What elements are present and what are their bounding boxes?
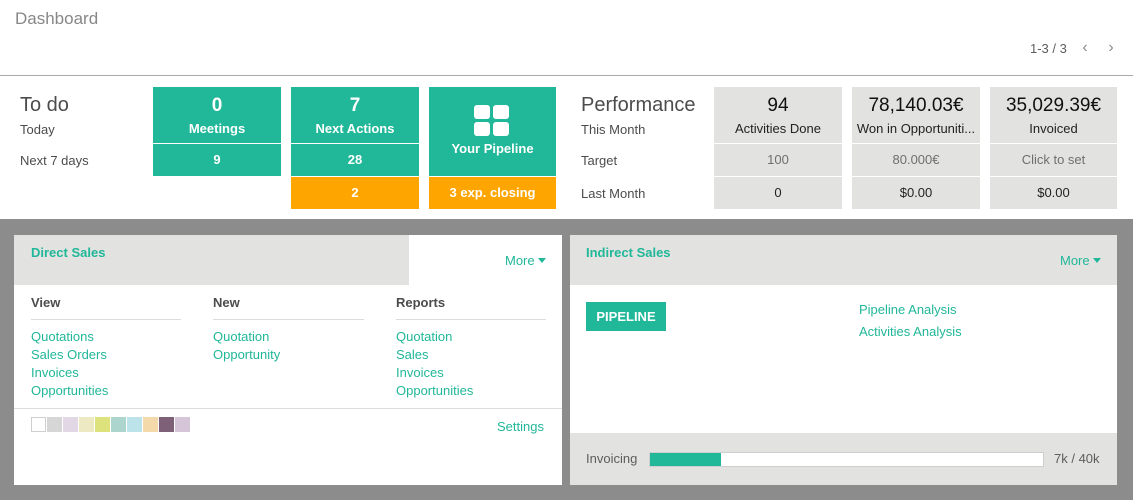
next-actions-next7-tile[interactable]: 28: [291, 144, 419, 176]
activities-last-month-value: 0: [774, 185, 782, 200]
new-column-header: New: [213, 295, 240, 310]
meetings-count: 0: [211, 95, 223, 116]
pager-next-button[interactable]: ›: [1104, 39, 1118, 57]
pager-value: 1-3 / 3: [1030, 41, 1067, 56]
direct-sales-title[interactable]: Direct Sales: [31, 245, 106, 260]
control-panel: Dashboard 1-3 / 3 ‹ ›: [0, 0, 1133, 76]
pipeline-closing-label: 3 exp. closing: [449, 185, 536, 200]
next-actions-count: 7: [349, 95, 361, 116]
color-swatch[interactable]: [143, 417, 158, 432]
activities-last-month-cell: 0: [714, 177, 842, 209]
page-title: Dashboard: [15, 9, 99, 28]
indirect-sales-title[interactable]: Indirect Sales: [586, 245, 671, 260]
activities-done-value: 94: [767, 95, 789, 116]
row-label-this-month: This Month: [581, 122, 646, 137]
next-actions-overdue-tile[interactable]: 2: [291, 177, 419, 209]
row-label-target: Target: [581, 153, 618, 168]
next-actions-overdue-count: 2: [351, 185, 359, 200]
your-pipeline-label: Your Pipeline: [451, 141, 534, 156]
invoicing-progress-fill: [650, 453, 721, 466]
invoiced-label: Invoiced: [1029, 121, 1078, 136]
color-swatch[interactable]: [111, 417, 126, 432]
invoiced-target-cell[interactable]: Click to set: [990, 144, 1117, 176]
new-link-opportunity[interactable]: Opportunity: [213, 347, 281, 362]
indirect-sales-header: [570, 235, 1117, 285]
pipeline-button[interactable]: PIPELINE: [586, 302, 666, 331]
next-actions-label: Next Actions: [315, 121, 395, 136]
divider: [14, 408, 562, 409]
next-actions-today-tile[interactable]: 7 Next Actions: [291, 87, 419, 143]
todo-title: To do: [20, 94, 69, 116]
reports-column-header: Reports: [396, 295, 446, 310]
invoicing-progress-value: 7k / 40k: [1054, 451, 1100, 466]
pipeline-analysis-link[interactable]: Pipeline Analysis: [859, 302, 957, 317]
reports-link-invoices[interactable]: Invoices: [396, 365, 444, 380]
activities-analysis-link[interactable]: Activities Analysis: [859, 324, 962, 339]
won-opportunities-label: Won in Opportuniti...: [856, 121, 976, 136]
color-swatch[interactable]: [31, 417, 46, 432]
won-opportunities-value: 78,140.03€: [868, 95, 964, 116]
activities-target-value: 100: [767, 152, 789, 167]
pipeline-closing-tile[interactable]: 3 exp. closing: [429, 177, 556, 209]
meetings-today-tile[interactable]: 0 Meetings: [153, 87, 281, 143]
invoiced-target-value: Click to set: [1021, 152, 1086, 167]
won-target-cell[interactable]: 80.000€: [852, 144, 980, 176]
reports-link-opportunities[interactable]: Opportunities: [396, 383, 474, 398]
invoicing-progress-bar[interactable]: [649, 452, 1044, 467]
view-link-opportunities[interactable]: Opportunities: [31, 383, 109, 398]
meetings-label: Meetings: [188, 121, 246, 136]
color-swatch[interactable]: [79, 417, 94, 432]
color-swatch[interactable]: [175, 417, 190, 432]
meetings-next7-count: 9: [213, 152, 221, 167]
view-link-sales-orders[interactable]: Sales Orders: [31, 347, 107, 362]
won-opportunities-tile[interactable]: 78,140.03€ Won in Opportuniti...: [852, 87, 980, 143]
divider: [213, 319, 364, 320]
color-swatch[interactable]: [159, 417, 174, 432]
invoiced-last-month-value: $0.00: [1037, 185, 1070, 200]
chevron-left-icon: ‹: [1082, 39, 1088, 56]
won-last-month-value: $0.00: [899, 185, 933, 200]
color-swatch[interactable]: [95, 417, 110, 432]
divider: [396, 319, 546, 320]
invoicing-label: Invoicing: [586, 451, 638, 466]
caret-down-icon: [537, 258, 546, 263]
performance-title: Performance: [581, 94, 696, 116]
invoiced-last-month-cell: $0.00: [990, 177, 1117, 209]
reports-link-sales[interactable]: Sales: [396, 347, 429, 362]
color-swatch[interactable]: [127, 417, 142, 432]
settings-link[interactable]: Settings: [497, 419, 544, 434]
indirect-sales-more-dropdown[interactable]: More: [1060, 253, 1101, 268]
view-link-invoices[interactable]: Invoices: [31, 365, 79, 380]
more-label: More: [505, 253, 535, 268]
direct-sales-more-dropdown[interactable]: More: [505, 253, 546, 268]
activities-done-tile[interactable]: 94 Activities Done: [714, 87, 842, 143]
pager-previous-button[interactable]: ‹: [1078, 39, 1092, 57]
row-label-last-month: Last Month: [581, 186, 646, 201]
chevron-right-icon: ›: [1108, 39, 1114, 56]
meetings-next7-tile[interactable]: 9: [153, 144, 281, 176]
activities-done-label: Activities Done: [735, 121, 821, 136]
won-target-value: 80.000€: [892, 152, 940, 167]
row-label-next-7-days: Next 7 days: [20, 153, 89, 168]
divider: [31, 319, 181, 320]
next-actions-next7-count: 28: [347, 152, 363, 167]
grid-icon: [474, 105, 509, 136]
activities-target-cell[interactable]: 100: [714, 144, 842, 176]
row-label-today: Today: [20, 122, 55, 137]
reports-link-quotation[interactable]: Quotation: [396, 329, 453, 344]
invoiced-value: 35,029.39€: [1005, 95, 1102, 116]
won-last-month-cell: $0.00: [852, 177, 980, 209]
new-link-quotation[interactable]: Quotation: [213, 329, 270, 344]
color-swatch[interactable]: [63, 417, 78, 432]
direct-sales-header: [14, 235, 409, 285]
your-pipeline-tile[interactable]: Your Pipeline: [429, 87, 556, 176]
color-swatch[interactable]: [47, 417, 62, 432]
view-column-header: View: [31, 295, 61, 310]
more-label: More: [1060, 253, 1090, 268]
view-link-quotations[interactable]: Quotations: [31, 329, 94, 344]
caret-down-icon: [1092, 258, 1101, 263]
invoiced-tile[interactable]: 35,029.39€ Invoiced: [990, 87, 1117, 143]
